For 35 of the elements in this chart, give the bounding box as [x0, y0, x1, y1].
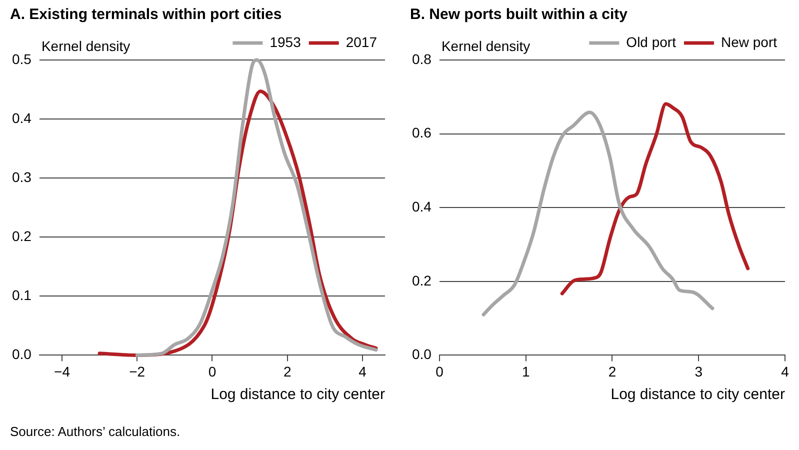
line-series	[560, 102, 750, 296]
x-tick-label: 3	[694, 363, 703, 380]
y-tick-label: 0.0	[412, 346, 432, 362]
x-axis-title: Log distance to city center	[210, 386, 386, 404]
y-tick-label: 0.2	[12, 228, 32, 244]
legend-label: New port	[720, 34, 778, 50]
x-tick-label: 0	[208, 363, 216, 380]
y-tick-label: 0.1	[12, 287, 32, 304]
legend-label: Old port	[626, 34, 676, 50]
line-series	[135, 58, 378, 357]
chart-title: A. Existing terminals within port cities	[10, 6, 282, 23]
x-tick-label: 4	[781, 363, 790, 380]
legend-label: 1953	[270, 34, 302, 50]
y-tick-label: 0.3	[12, 168, 32, 185]
x-tick-label: 2	[608, 363, 616, 380]
x-tick-label: 0	[436, 363, 444, 380]
y-tick-label: 0.4	[12, 110, 32, 126]
source-note: Source: Authors’ calculations.	[10, 424, 180, 439]
y-tick-label: 0.0	[12, 346, 32, 362]
x-tick-label: 1	[522, 363, 530, 380]
x-tick-label: −2	[129, 363, 146, 380]
x-tick-label: −4	[54, 363, 70, 380]
y-tick-label: 0.8	[412, 50, 432, 67]
line-series	[482, 110, 714, 316]
y-axis-title: Kernel density	[441, 38, 530, 54]
x-tick-label: 4	[358, 363, 367, 380]
y-axis-title: Kernel density	[41, 38, 130, 54]
y-tick-label: 0.6	[412, 124, 432, 141]
y-tick-label: 0.5	[12, 50, 32, 67]
legend-label: 2017	[346, 34, 378, 50]
chart-title: B. New ports built within a city	[410, 6, 628, 23]
x-tick-label: 2	[283, 363, 292, 380]
y-tick-label: 0.4	[412, 198, 432, 214]
y-tick-label: 0.2	[412, 272, 432, 288]
x-axis-title: Log distance to city center	[610, 386, 786, 404]
